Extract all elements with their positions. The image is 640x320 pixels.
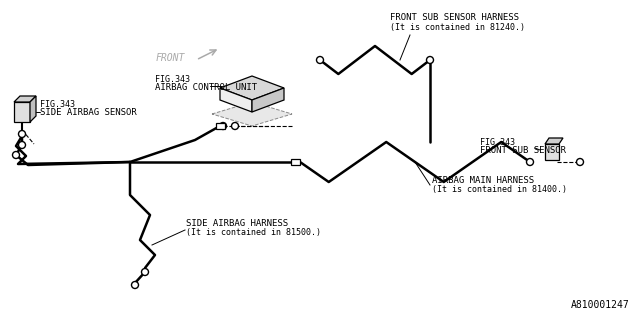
Text: SIDE AIRBAG SENSOR: SIDE AIRBAG SENSOR [40, 108, 137, 117]
Bar [216, 123, 225, 129]
Circle shape [19, 141, 26, 148]
Text: (It is contained in 81500.): (It is contained in 81500.) [186, 228, 321, 237]
Text: FRONT SUB SENSOR HARNESS: FRONT SUB SENSOR HARNESS [390, 13, 519, 22]
Text: FRONT SUB SENSOR: FRONT SUB SENSOR [480, 146, 566, 155]
Polygon shape [545, 144, 559, 160]
Polygon shape [220, 76, 284, 100]
Circle shape [426, 57, 433, 63]
Text: FIG.343: FIG.343 [155, 75, 190, 84]
Text: FIG.343: FIG.343 [40, 100, 75, 109]
Circle shape [19, 131, 26, 138]
Text: A810001247: A810001247 [572, 300, 630, 310]
Polygon shape [545, 138, 563, 144]
Polygon shape [14, 102, 30, 122]
Bar [291, 159, 300, 165]
Text: AIRBAG MAIN HARNESS: AIRBAG MAIN HARNESS [432, 176, 534, 185]
Polygon shape [14, 96, 36, 102]
Circle shape [131, 282, 138, 289]
Polygon shape [220, 88, 252, 112]
Polygon shape [252, 88, 284, 112]
Circle shape [13, 151, 19, 158]
Text: SIDE AIRBAG HARNESS: SIDE AIRBAG HARNESS [186, 219, 288, 228]
Polygon shape [212, 102, 292, 126]
Polygon shape [30, 96, 36, 122]
Circle shape [577, 158, 584, 165]
Circle shape [317, 57, 323, 63]
Text: (It is contained in 81400.): (It is contained in 81400.) [432, 185, 567, 194]
Circle shape [527, 158, 534, 165]
Text: AIRBAG CONTROL UNIT: AIRBAG CONTROL UNIT [155, 83, 257, 92]
Circle shape [141, 268, 148, 276]
Text: (It is contained in 81240.): (It is contained in 81240.) [390, 23, 525, 32]
Circle shape [232, 123, 239, 130]
Text: FIG.343: FIG.343 [480, 138, 515, 147]
Circle shape [220, 123, 227, 130]
Text: FRONT: FRONT [156, 53, 185, 63]
